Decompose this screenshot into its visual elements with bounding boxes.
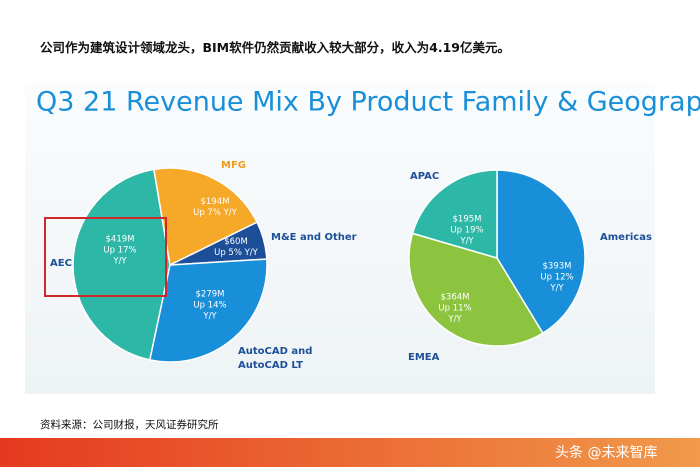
value-label: $279M — [196, 290, 225, 300]
growth-label: Up 17% — [103, 246, 136, 256]
value-label: $195M — [453, 215, 482, 225]
growth-label: Up 19% — [450, 226, 483, 236]
growth-label: Up 14% — [193, 301, 226, 311]
value-label: $393M — [543, 262, 572, 272]
growth-label: Up 11% — [438, 304, 471, 314]
growth-label: Y/Y — [112, 257, 127, 267]
growth-label: Y/Y — [447, 315, 462, 325]
growth-label: Y/Y — [202, 312, 217, 322]
category-label: MFG — [221, 160, 246, 171]
header: 公司作为建筑设计领域龙头，BIM软件仍然贡献收入较大部分，收入为4.19亿美元。 — [40, 40, 510, 55]
value-label: $60M — [224, 237, 248, 247]
growth-label: Y/Y — [549, 284, 564, 294]
growth-label: Y/Y — [459, 237, 474, 247]
pie-slice — [408, 232, 544, 347]
source: 资料来源：公司财报，天风证券研究所 — [40, 418, 219, 431]
growth-label: Up 12% — [540, 273, 573, 283]
category-label: Americas — [600, 232, 652, 243]
pie-slice — [411, 169, 498, 259]
pie-slice — [148, 258, 268, 363]
footer-band — [0, 438, 700, 467]
pie-slice — [153, 167, 259, 267]
pie-slice — [72, 168, 171, 361]
category-label: APAC — [410, 171, 440, 182]
growth-label: Up 7% Y/Y — [193, 208, 238, 218]
growth-label: Up 5% Y/Y — [214, 248, 259, 258]
category-label: M&E and Other — [271, 232, 357, 243]
value-label: $419M — [106, 235, 135, 245]
watermark: 头条 @未来智库 — [555, 444, 657, 461]
value-label: $194M — [201, 197, 230, 207]
pie-slice — [496, 169, 586, 335]
highlight-box — [44, 217, 167, 297]
slide-title: Q3 21 Revenue Mix By Product Family & Ge… — [36, 87, 700, 118]
value-label: $364M — [441, 293, 470, 303]
category-label: EMEA — [408, 352, 440, 363]
category-label: AEC — [50, 258, 72, 269]
category-label: AutoCAD and AutoCAD LT — [238, 346, 313, 371]
